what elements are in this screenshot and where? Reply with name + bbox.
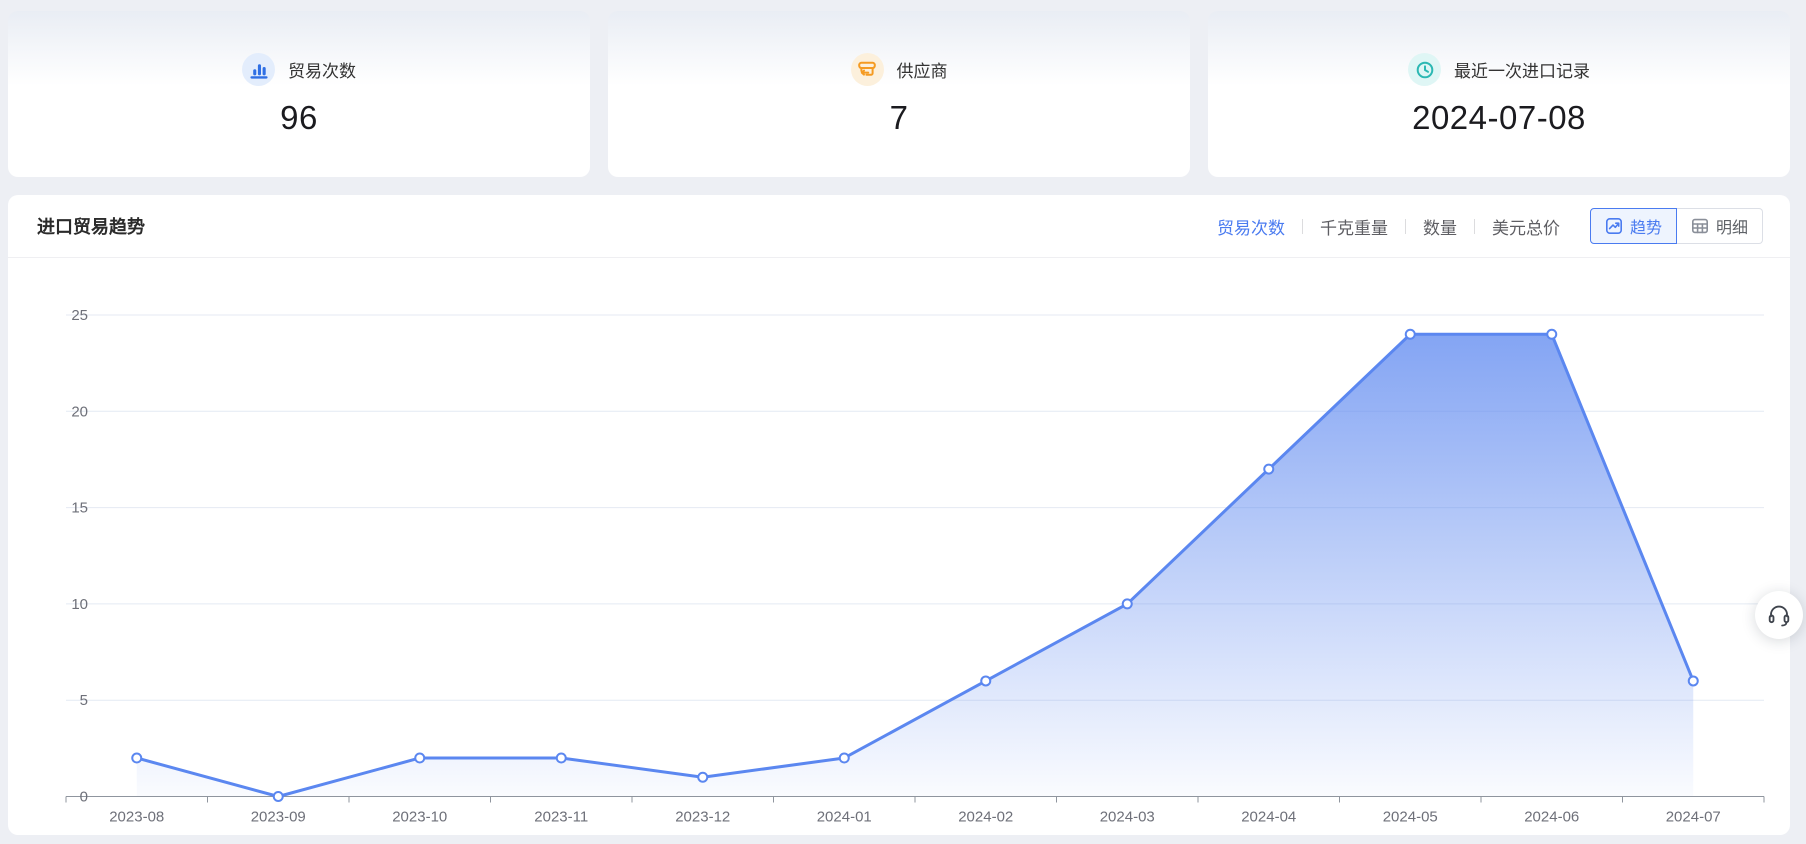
detail-view-button[interactable]: 明细	[1676, 208, 1763, 244]
svg-text:0: 0	[80, 789, 88, 806]
svg-text:5: 5	[80, 692, 88, 709]
trend-chart[interactable]: 0 5 10 15 20 25 2023-08 2023-09 2023-10 2023-11 20…	[8, 258, 1790, 834]
svg-text:2023-11: 2023-11	[534, 809, 588, 826]
svg-text:2024-05: 2024-05	[1383, 809, 1438, 826]
svg-text:2024-01: 2024-01	[817, 809, 872, 826]
tab-divider	[1404, 218, 1406, 234]
card-head: 贸易次数	[242, 53, 356, 86]
view-button-label: 趋势	[1629, 220, 1662, 237]
card-value: 96	[280, 99, 318, 136]
card-head: 最近一次进口记录	[1408, 53, 1590, 86]
view-button-label: 明细	[1715, 220, 1748, 237]
tab-usd-total[interactable]: 美元总价	[1491, 218, 1560, 238]
svg-text:25: 25	[71, 307, 88, 324]
trend-panel-header: 进口贸易趋势 贸易次数 千克重量 数量 美元总价	[8, 195, 1790, 258]
svg-text:2023-08: 2023-08	[109, 809, 164, 826]
stat-card-suppliers: 供应商 7	[608, 11, 1190, 177]
svg-text:2024-07: 2024-07	[1666, 809, 1721, 826]
card-value: 2024-07-08	[1412, 99, 1586, 136]
customer-service-button[interactable]	[1755, 591, 1803, 639]
card-label: 最近一次进口记录	[1454, 62, 1590, 81]
trend-view-button[interactable]: 趋势	[1589, 208, 1677, 244]
bar-chart-icon	[242, 53, 275, 86]
shop-icon	[850, 53, 884, 86]
svg-text:2024-04: 2024-04	[1241, 809, 1296, 826]
svg-text:2024-06: 2024-06	[1524, 809, 1579, 826]
table-icon	[1691, 217, 1709, 235]
svg-text:10: 10	[71, 596, 88, 613]
card-value: 7	[889, 99, 909, 136]
svg-text:2024-02: 2024-02	[958, 809, 1013, 826]
svg-text:2023-09: 2023-09	[251, 809, 306, 826]
card-head: 供应商	[850, 53, 948, 86]
stat-card-last-import: 最近一次进口记录 2024-07-08	[1208, 11, 1790, 177]
card-label: 贸易次数	[288, 62, 356, 81]
tab-divider	[1473, 218, 1475, 234]
card-label: 供应商	[896, 62, 948, 81]
svg-text:2023-12: 2023-12	[675, 809, 730, 826]
stat-card-trade-count: 贸易次数 96	[8, 11, 590, 177]
svg-text:20: 20	[71, 403, 88, 420]
headset-icon	[1766, 602, 1792, 628]
svg-text:15: 15	[71, 500, 88, 517]
tab-kg-weight[interactable]: 千克重量	[1319, 218, 1388, 238]
import-trend-panel: 进口贸易趋势 贸易次数 千克重量 数量 美元总价	[8, 195, 1790, 835]
svg-text:2023-10: 2023-10	[392, 809, 447, 826]
tab-quantity[interactable]: 数量	[1422, 218, 1457, 238]
svg-text:2024-03: 2024-03	[1100, 809, 1155, 826]
view-toggle-group: 趋势 明细	[1589, 208, 1763, 244]
trend-header-controls: 贸易次数 千克重量 数量 美元总价 趋势	[1217, 208, 1763, 244]
trend-icon	[1605, 217, 1623, 235]
clock-icon	[1408, 53, 1441, 86]
tab-divider	[1301, 218, 1303, 234]
metric-tabs: 贸易次数 千克重量 数量 美元总价	[1217, 214, 1560, 239]
stat-cards-row: 贸易次数 96 供应商 7	[0, 0, 1806, 177]
page-title: 进口贸易趋势	[37, 217, 145, 237]
tab-trade-count[interactable]: 贸易次数	[1216, 218, 1285, 238]
